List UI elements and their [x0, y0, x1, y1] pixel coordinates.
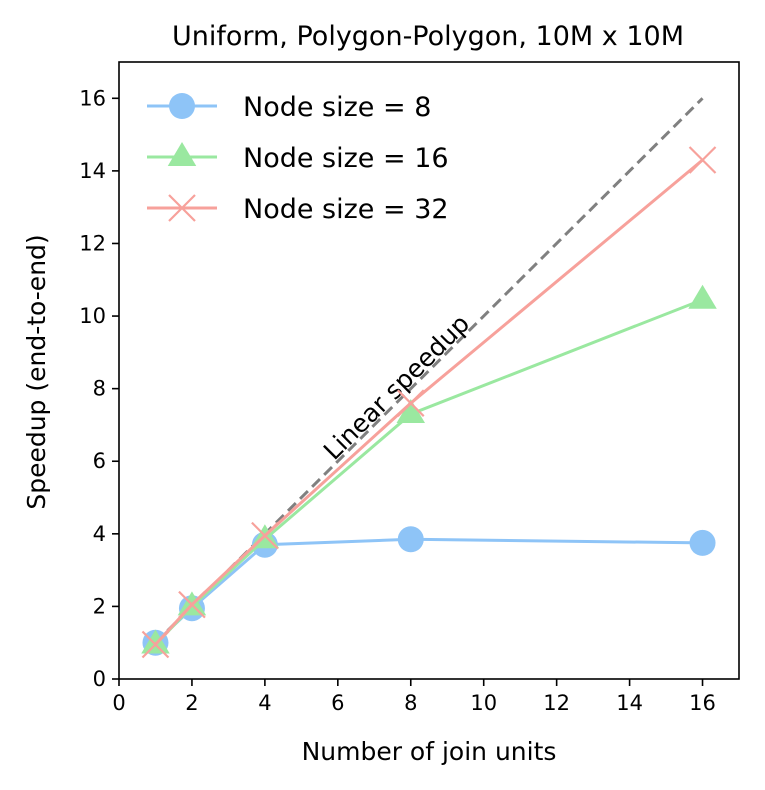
legend-marker-2 — [168, 194, 196, 222]
legend-label-2: Node size = 32 — [243, 194, 449, 225]
x-tick-label-1: 2 — [185, 691, 198, 715]
plot-frame — [118, 61, 740, 680]
y-tick-label-3: 6 — [93, 449, 106, 473]
chart-title: Uniform, Polygon-Polygon, 10M x 10M — [172, 21, 684, 52]
legend-marker-1 — [167, 142, 197, 166]
x-tick-label-5: 10 — [470, 691, 497, 715]
y-tick-label-4: 8 — [93, 377, 106, 401]
data-point-s2-4 — [688, 146, 717, 174]
x-tick-label-6: 12 — [543, 691, 570, 715]
data-point-s0-4 — [689, 529, 716, 556]
y-axis-label: Speedup (end-to-end) — [22, 234, 51, 509]
data-point-s2-2-stroke-b — [251, 521, 279, 550]
y-tick-label-1: 2 — [93, 594, 106, 618]
data-point-s1-4 — [688, 284, 717, 309]
data-point-s2-0-stroke-b — [141, 630, 170, 659]
data-point-s2-1-stroke-b — [178, 590, 206, 619]
legend-marker-2-stroke-b — [168, 194, 196, 222]
data-point-s2-3-stroke-b — [396, 389, 425, 417]
data-point-s0-3 — [397, 526, 424, 553]
axes-layer: 0 2 4 6 8 10 12 14 16 0 2 4 6 8 10 12 14 16 — [79, 61, 740, 715]
series-layer — [141, 146, 717, 659]
series-2 — [141, 146, 717, 659]
legend: Node size = 8 Node size = 16 Node size = 3… — [147, 92, 449, 225]
y-tick-label-7: 14 — [79, 159, 106, 183]
x-axis-label: Number of join units — [302, 737, 557, 766]
y-tick-label-2: 4 — [93, 522, 106, 546]
x-tick-label-8: 16 — [689, 691, 716, 715]
x-tick-label-4: 8 — [404, 691, 417, 715]
data-point-s2-0 — [141, 630, 170, 659]
data-point-s1-3 — [396, 399, 426, 424]
data-point-s1-0 — [141, 629, 170, 654]
y-tick-label-5: 10 — [79, 304, 106, 328]
legend-label-0: Node size = 8 — [243, 92, 431, 123]
x-tick-label-7: 14 — [616, 691, 643, 715]
data-point-s2-3 — [396, 389, 425, 417]
y-tick-label-6: 12 — [79, 231, 106, 255]
data-point-s2-1 — [178, 590, 206, 619]
legend-label-1: Node size = 16 — [243, 143, 449, 174]
y-tick-label-0: 0 — [93, 667, 106, 691]
x-tick-label-0: 0 — [112, 691, 125, 715]
legend-item-1: Node size = 16 — [147, 142, 449, 174]
legend-marker-0 — [169, 93, 195, 119]
legend-item-2: Node size = 32 — [147, 194, 449, 225]
data-point-s2-2 — [251, 521, 279, 550]
data-point-s2-4-stroke-b — [688, 146, 717, 174]
y-tick-label-8: 16 — [79, 86, 106, 110]
x-tick-label-2: 4 — [258, 691, 271, 715]
x-tick-label-3: 6 — [331, 691, 344, 715]
legend-item-0: Node size = 8 — [147, 92, 431, 123]
